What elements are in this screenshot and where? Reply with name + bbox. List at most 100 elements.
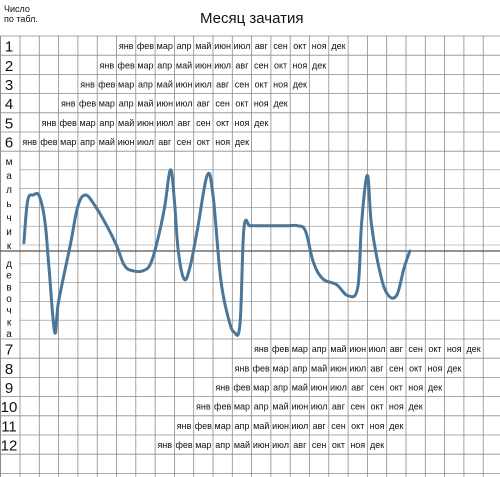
row-label: 8 bbox=[5, 361, 13, 378]
month-cell: окт bbox=[409, 363, 422, 373]
month-cell: дек bbox=[273, 99, 287, 109]
month-cell: июн bbox=[291, 402, 308, 412]
month-cell: май bbox=[292, 383, 308, 393]
axis-letter-girl: в bbox=[6, 282, 11, 293]
corner-label-line2: по табл. bbox=[4, 14, 38, 24]
month-cell: апр bbox=[292, 363, 307, 373]
month-cell: авг bbox=[390, 344, 404, 354]
month-cell: окт bbox=[216, 118, 229, 128]
row-label: 10 bbox=[1, 399, 18, 416]
axis-letter-boy: и bbox=[6, 227, 12, 238]
month-cell: сен bbox=[389, 363, 404, 373]
month-cell: сен bbox=[331, 421, 346, 431]
month-cell: ноя bbox=[273, 80, 288, 90]
month-cell: дек bbox=[331, 41, 345, 51]
corner-label-line1: Число bbox=[4, 4, 30, 14]
month-cell: май bbox=[157, 80, 173, 90]
month-cell: сен bbox=[351, 402, 366, 412]
month-cell: мар bbox=[60, 137, 76, 147]
month-cell: май bbox=[330, 344, 346, 354]
month-cell: янв bbox=[254, 344, 269, 354]
gender-curve bbox=[22, 168, 412, 337]
month-cell: май bbox=[195, 41, 211, 51]
month-cell: окт bbox=[197, 137, 210, 147]
month-cell: мар bbox=[157, 41, 173, 51]
month-cell: мар bbox=[99, 99, 115, 109]
month-cell: окт bbox=[370, 402, 383, 412]
month-cell: июн bbox=[214, 41, 231, 51]
row-label: 6 bbox=[5, 135, 13, 152]
month-cell: апр bbox=[215, 440, 230, 450]
month-cell: июл bbox=[349, 363, 366, 373]
month-cell: мар bbox=[215, 421, 231, 431]
axis-letter-boy: к bbox=[7, 241, 12, 252]
axis-letter-boy: а bbox=[6, 171, 12, 182]
month-cell: фев bbox=[118, 60, 135, 70]
month-cell: июн bbox=[330, 363, 347, 373]
month-cell: дек bbox=[389, 421, 403, 431]
corner-label: Число по табл. bbox=[4, 4, 38, 24]
month-cell: июн bbox=[176, 80, 193, 90]
month-cell: июн bbox=[253, 440, 270, 450]
month-cell: окт bbox=[351, 421, 364, 431]
month-cell: дек bbox=[466, 344, 480, 354]
month-cell: авг bbox=[216, 80, 230, 90]
month-cell: апр bbox=[157, 60, 172, 70]
row-label: 2 bbox=[5, 58, 13, 75]
month-cell: сен bbox=[215, 99, 230, 109]
month-cell: фев bbox=[98, 80, 115, 90]
month-cell: июл bbox=[311, 402, 328, 412]
month-cell: июл bbox=[272, 440, 289, 450]
month-cell: янв bbox=[157, 440, 172, 450]
month-cell: июн bbox=[311, 383, 328, 393]
row-label: 12 bbox=[1, 438, 18, 455]
month-cell: авг bbox=[255, 41, 269, 51]
month-cell: мар bbox=[195, 440, 211, 450]
month-cell: мар bbox=[118, 80, 134, 90]
month-cell: дек bbox=[293, 80, 307, 90]
month-cell: мар bbox=[137, 60, 153, 70]
month-cell: ноя bbox=[447, 344, 462, 354]
month-cell: мар bbox=[234, 402, 250, 412]
month-cell: мар bbox=[272, 363, 288, 373]
row-label: 1 bbox=[5, 39, 13, 56]
month-cell: мар bbox=[79, 118, 95, 128]
month-cell: сен bbox=[408, 344, 423, 354]
month-cell: июл bbox=[137, 137, 154, 147]
month-cell: ноя bbox=[350, 440, 365, 450]
month-cell: июл bbox=[234, 41, 251, 51]
chart-title: Месяц зачатия bbox=[200, 10, 304, 27]
month-cell: сен bbox=[196, 118, 211, 128]
month-cell: дек bbox=[409, 402, 423, 412]
month-cell: сен bbox=[254, 60, 269, 70]
month-cell: фев bbox=[253, 363, 270, 373]
month-cell: апр bbox=[80, 137, 95, 147]
month-cell: авг bbox=[332, 402, 346, 412]
row-label: 5 bbox=[5, 115, 13, 132]
month-cell: янв bbox=[196, 402, 211, 412]
axis-letter-girl: к bbox=[7, 317, 12, 328]
month-cell: дек bbox=[370, 440, 384, 450]
row-label: 7 bbox=[5, 342, 13, 359]
month-cell: ноя bbox=[312, 41, 327, 51]
month-cell: ноя bbox=[292, 60, 307, 70]
month-cell: май bbox=[118, 118, 134, 128]
month-cell: окт bbox=[293, 41, 306, 51]
month-cell: июн bbox=[272, 421, 289, 431]
month-cell: июн bbox=[156, 99, 173, 109]
month-cell: дек bbox=[447, 363, 461, 373]
month-cell: ноя bbox=[408, 383, 423, 393]
month-cell: июн bbox=[195, 60, 212, 70]
month-cell: окт bbox=[428, 344, 441, 354]
axis-letter-girl: ч bbox=[6, 306, 11, 317]
axis-letter-boy: м bbox=[6, 157, 13, 168]
axis-letter-girl: е bbox=[6, 271, 12, 282]
month-cell: дек bbox=[312, 60, 326, 70]
month-cell: авг bbox=[235, 60, 249, 70]
month-cell: ноя bbox=[370, 421, 385, 431]
month-cell: янв bbox=[61, 99, 76, 109]
month-cell: июл bbox=[330, 383, 347, 393]
month-cell: фев bbox=[137, 41, 154, 51]
month-cell: ноя bbox=[235, 118, 250, 128]
month-cell: авг bbox=[158, 137, 172, 147]
